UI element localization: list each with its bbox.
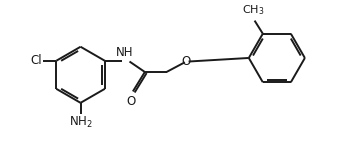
Text: Cl: Cl [30,54,42,67]
Text: O: O [126,95,136,108]
Text: NH: NH [115,46,133,59]
Text: O: O [182,55,191,68]
Text: CH$_3$: CH$_3$ [242,3,265,17]
Text: NH$_2$: NH$_2$ [69,115,93,130]
